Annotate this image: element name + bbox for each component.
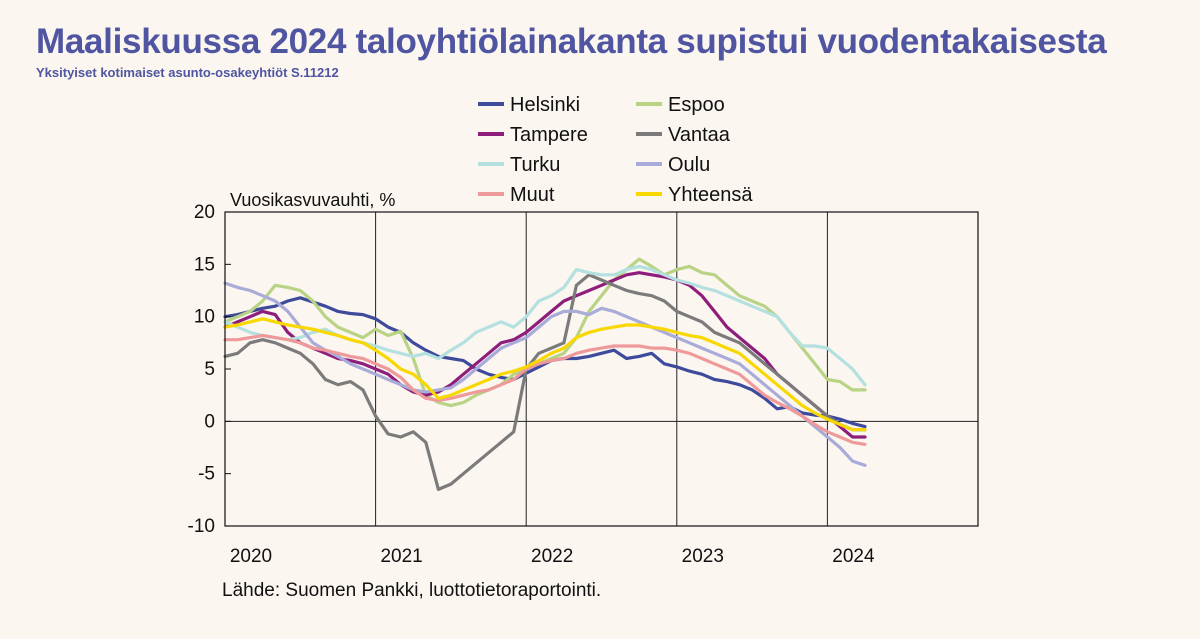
- legend-label: Espoo: [668, 94, 725, 116]
- plot-frame: [224, 211, 979, 527]
- y-tick-label: -5: [198, 464, 215, 485]
- y-axis-ticks: 20 15 10 5 0 -5 -10: [188, 202, 231, 537]
- legend-label: Muut: [510, 184, 555, 206]
- x-axis-ticks: 2020 2021 2022 2023 2024: [230, 546, 875, 567]
- source-note: Lähde: Suomen Pankki, luottotietoraporto…: [222, 580, 602, 601]
- legend-label: Turku: [510, 154, 560, 176]
- legend-label: Tampere: [510, 124, 588, 146]
- y-tick-label: 5: [204, 359, 215, 380]
- series-line-yhteensä: [223, 317, 867, 432]
- legend-label: Oulu: [668, 154, 710, 176]
- y-tick-label: 15: [194, 254, 215, 275]
- series-line-tampere: [223, 271, 867, 439]
- x-tick-label: 2022: [531, 546, 573, 567]
- series-line-vantaa: [223, 273, 867, 491]
- y-tick-label: -10: [188, 516, 215, 537]
- legend-label: Helsinki: [510, 94, 580, 116]
- legend-label: Vantaa: [668, 124, 731, 146]
- chart-subtitle: Yksityiset kotimaiset asunto-osakeyhtiöt…: [36, 65, 339, 80]
- y-tick-label: 0: [204, 411, 215, 432]
- series-lines: [223, 257, 867, 491]
- y-tick-label: 10: [194, 307, 215, 328]
- x-tick-label: 2023: [682, 546, 724, 567]
- grid: [225, 212, 978, 526]
- x-tick-label: 2021: [380, 546, 422, 567]
- y-tick-label: 20: [194, 202, 215, 223]
- chart-title: Maaliskuussa 2024 taloyhtiölainakanta su…: [36, 22, 1107, 61]
- x-tick-label: 2024: [832, 546, 875, 567]
- y-axis-label: Vuosikasvuvauhti, %: [230, 190, 395, 210]
- legend-label: Yhteensä: [668, 184, 753, 206]
- legend: Helsinki Espoo Tampere Vantaa Turku Oulu Muut Y…: [478, 94, 753, 206]
- x-tick-label: 2020: [230, 546, 272, 567]
- series-line-muut: [223, 333, 867, 446]
